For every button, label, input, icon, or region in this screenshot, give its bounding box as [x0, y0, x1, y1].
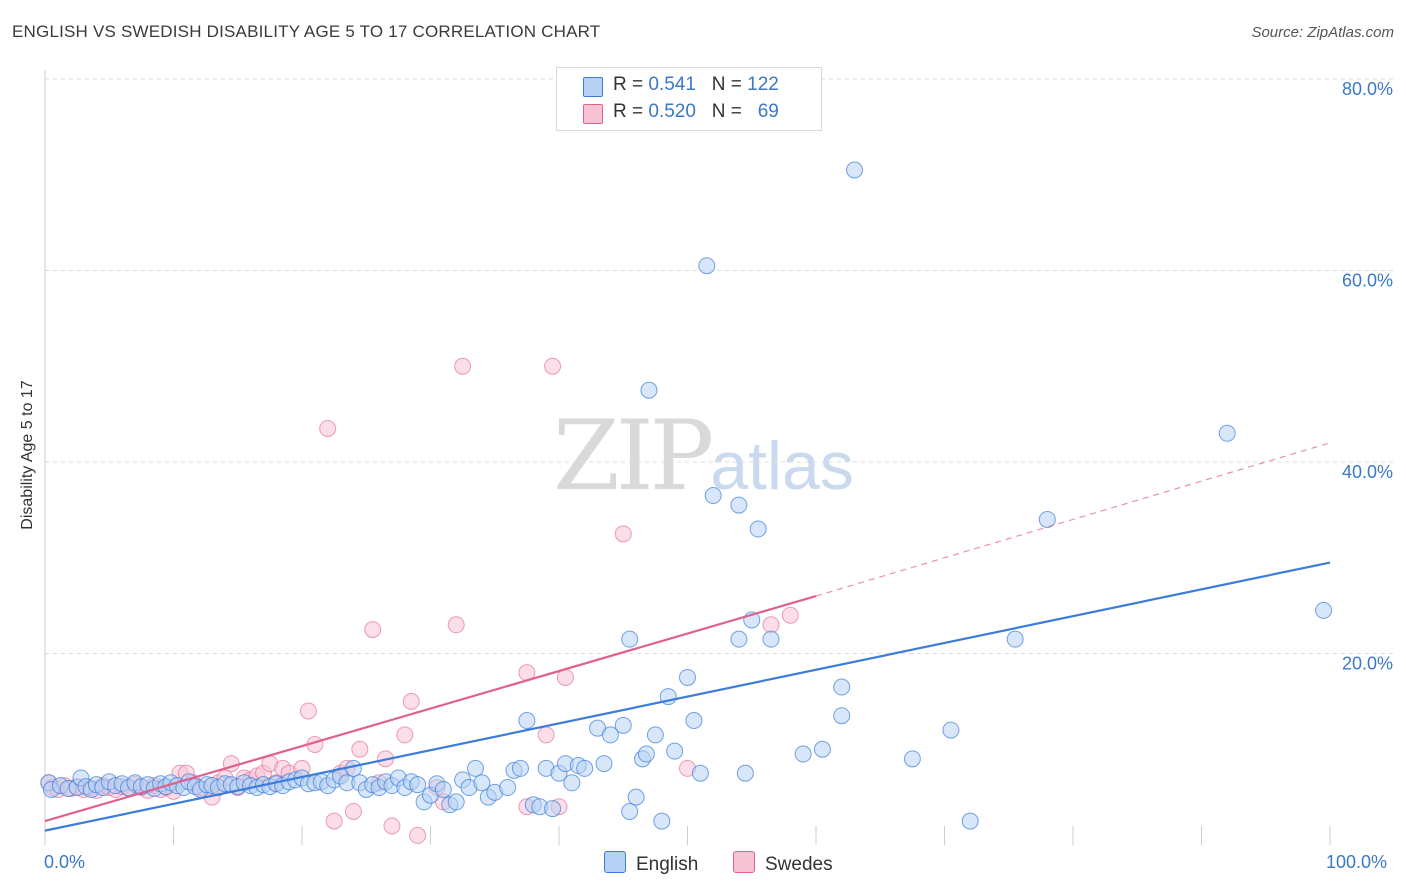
english-point — [736, 764, 754, 782]
swedes-trendline-extension — [815, 442, 1331, 597]
chart-title: ENGLISH VS SWEDISH DISABILITY AGE 5 TO 1… — [12, 22, 601, 41]
english-point — [1038, 510, 1056, 528]
english-point — [846, 161, 864, 179]
english-point — [511, 759, 529, 777]
swedes-n-label: N = — [711, 101, 748, 122]
bottom-swedes-label: Swedes — [765, 854, 833, 875]
english-point — [518, 712, 536, 730]
english-point — [679, 668, 696, 686]
english-point — [621, 630, 639, 648]
swedes-point — [351, 740, 369, 758]
english-point — [1218, 424, 1236, 442]
swedes-point — [781, 606, 799, 624]
swedes-point — [344, 802, 362, 820]
english-n-label: N = — [711, 74, 748, 95]
source-label: Source: ZipAtlas.com — [1251, 24, 1394, 41]
y-tick-label: 60.0% — [1342, 271, 1393, 291]
english-point — [942, 721, 960, 739]
english-point — [637, 745, 655, 763]
swedes-point — [396, 726, 414, 744]
english-point — [1315, 601, 1333, 619]
english-point — [595, 755, 613, 773]
english-point — [685, 712, 703, 730]
english-point — [704, 487, 722, 505]
english-point — [961, 812, 979, 830]
english-point — [691, 764, 709, 782]
english-point — [1006, 630, 1024, 648]
y-tick-label: 80.0% — [1342, 79, 1393, 99]
english-point — [563, 774, 581, 792]
bottom-legend-english: English — [604, 851, 698, 876]
bottom-swedes-swatch — [733, 851, 755, 873]
english-point — [544, 800, 562, 818]
english-point — [473, 774, 491, 792]
swedes-point — [762, 616, 780, 634]
bottom-legend-swedes: Swedes — [733, 851, 833, 876]
english-point — [640, 381, 658, 399]
swedes-r-value: 0.520 — [648, 101, 696, 122]
english-point — [447, 793, 465, 811]
bottom-english-label: English — [636, 854, 699, 875]
bottom-english-swatch — [604, 851, 626, 873]
english-point — [730, 630, 748, 648]
swedes-point — [319, 419, 337, 437]
watermark: ZIPatlas — [553, 400, 854, 512]
x-tick-label-max: 100.0% — [1326, 852, 1388, 872]
swedes-r-label: R = — [613, 101, 649, 122]
english-point — [813, 740, 831, 758]
english-point — [576, 759, 594, 777]
english-point — [601, 726, 619, 744]
x-tick-label-min: 0.0% — [44, 852, 86, 872]
english-point — [794, 745, 812, 763]
english-point — [614, 716, 632, 734]
english-point — [627, 788, 645, 806]
swedes-point — [409, 826, 427, 844]
english-point — [833, 678, 851, 696]
swedes-n-value: 69 — [757, 101, 779, 122]
english-trendline — [44, 561, 1331, 832]
swedes-point — [299, 702, 317, 720]
watermark-zip: ZIP — [553, 400, 714, 512]
english-r-label: R = — [613, 74, 649, 95]
swedes-point — [614, 525, 632, 543]
swedes-point — [454, 357, 472, 375]
english-point — [666, 742, 684, 760]
english-point — [730, 496, 748, 514]
english-point — [434, 780, 452, 798]
swedes-point — [402, 692, 420, 710]
swedes-point — [447, 616, 465, 634]
english-point — [698, 257, 716, 275]
english-point — [621, 802, 639, 820]
stats-legend: R = 0.541 N = 122 R = 0.520 N = 69 — [556, 67, 822, 131]
english-n-value: 122 — [747, 74, 779, 95]
y-tick-label: 40.0% — [1342, 462, 1393, 482]
swedes-point — [537, 726, 555, 744]
swedes-trendline — [44, 594, 817, 823]
english-r-value: 0.541 — [648, 74, 696, 95]
english-point — [409, 776, 427, 794]
english-point — [466, 759, 484, 777]
english-swatch — [583, 77, 603, 97]
english-point — [646, 726, 664, 744]
swedes-point — [364, 621, 382, 639]
english-point — [749, 520, 767, 538]
english-point — [499, 779, 517, 797]
swedes-swatch — [583, 104, 603, 124]
english-point — [833, 707, 851, 725]
swedes-point — [544, 357, 562, 375]
english-point — [653, 812, 671, 830]
swedes-point — [383, 817, 401, 835]
watermark-atlas: atlas — [710, 428, 854, 504]
swedes-point — [325, 812, 343, 830]
y-tick-label: 20.0% — [1342, 654, 1393, 674]
english-point — [762, 630, 780, 648]
english-point — [903, 750, 921, 768]
